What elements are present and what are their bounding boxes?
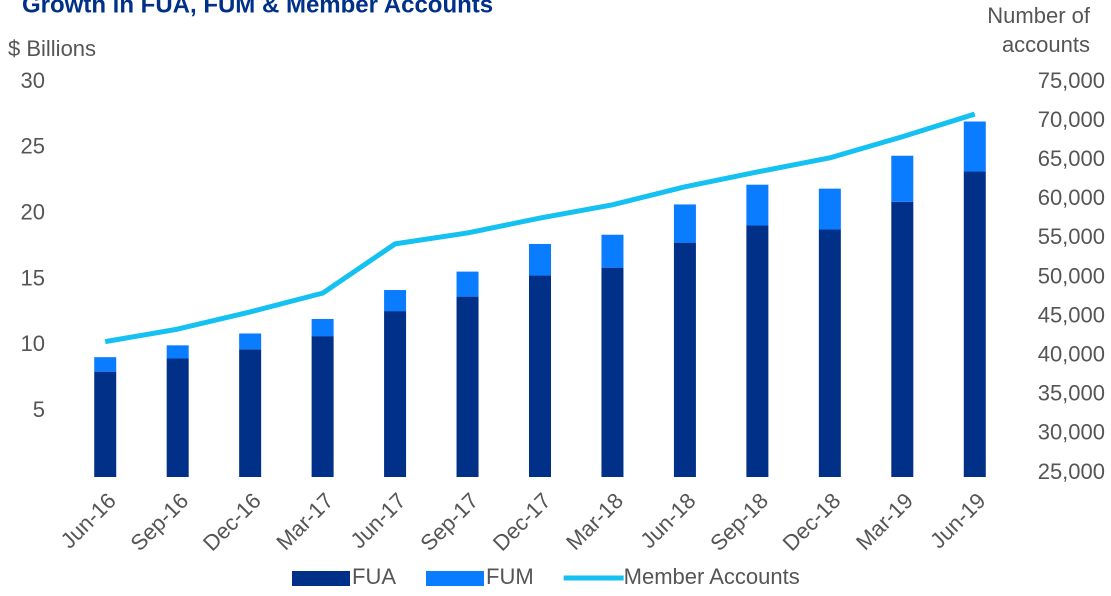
y2-tick-label: 65,000 [1038, 146, 1105, 171]
y2-tick-label: 40,000 [1038, 342, 1105, 367]
y2-tick-label: 70,000 [1038, 107, 1105, 132]
bar-segment [963, 121, 986, 172]
bar-segment [746, 184, 769, 226]
y2-tick-label: 35,000 [1038, 381, 1105, 406]
bar-segment [384, 311, 407, 477]
x-tick-label: Dec-17 [488, 488, 556, 556]
bar-segment [529, 275, 551, 477]
x-tick-label: Mar-19 [851, 488, 918, 555]
y-tick-label: 25 [21, 134, 45, 159]
line [104, 111, 976, 345]
x-tick-label: Mar-18 [561, 488, 628, 555]
x-tick-label: Jun-19 [925, 488, 990, 553]
y2-tick-label: 25,000 [1038, 459, 1105, 484]
legend-label: Member Accounts [624, 564, 800, 589]
x-tick-label: Jun-18 [635, 488, 700, 553]
x-tick-label: Dec-16 [198, 488, 266, 556]
y-tick-label: 15 [21, 265, 45, 290]
x-tick-label: Jun-16 [56, 488, 121, 553]
y-tick-label: 10 [21, 331, 45, 356]
chart-title: Growth in FUA, FUM & Member Accounts [22, 0, 493, 18]
y-tick-label: 20 [21, 199, 45, 224]
bar-segment [673, 242, 696, 477]
y2-axis-label: accounts [1002, 32, 1090, 57]
bar-segment [94, 357, 117, 372]
legend-label: FUA [352, 564, 396, 589]
bar-segment [891, 201, 914, 478]
bar-segment [601, 234, 624, 268]
bar-segment [166, 358, 189, 477]
bar-segment [384, 290, 407, 312]
x-tick-label: Jun-17 [345, 488, 410, 553]
bar-segment [529, 243, 551, 276]
bar-segment [311, 319, 334, 337]
bar-segment [166, 345, 189, 359]
y2-axis-label: Number of [987, 3, 1091, 28]
x-tick-label: Mar-17 [271, 488, 338, 555]
y-tick-label: 5 [33, 397, 45, 422]
legend-swatch [426, 571, 484, 586]
y2-tick-label: 50,000 [1038, 263, 1105, 288]
bar-segment [601, 267, 624, 477]
y-axis-label: $ Billions [8, 36, 96, 61]
y2-tick-label: 75,000 [1038, 68, 1105, 93]
y2-tick-label: 60,000 [1038, 185, 1105, 210]
legend-label: FUM [486, 564, 534, 589]
y2-tick-label: 55,000 [1038, 224, 1105, 249]
bar-segment [673, 204, 696, 243]
bar-segment [94, 371, 117, 477]
bar-segment [818, 229, 841, 477]
bar-segment [311, 336, 334, 477]
x-tick-label: Sep-17 [415, 488, 483, 556]
bar-segment [963, 171, 986, 478]
bar-segment [456, 296, 479, 477]
x-tick-label: Sep-16 [125, 488, 193, 556]
x-tick-label: Sep-18 [705, 488, 773, 556]
bar-segment [818, 188, 841, 230]
bar-segment [239, 333, 262, 350]
bar-segment [891, 155, 914, 202]
bar-segment [456, 271, 479, 297]
legend-swatch [292, 571, 350, 586]
x-tick-label: Dec-18 [778, 488, 846, 556]
y2-tick-label: 45,000 [1038, 302, 1105, 327]
y-tick-label: 30 [21, 68, 45, 93]
y2-tick-label: 30,000 [1038, 420, 1105, 445]
bar-segment [746, 225, 769, 477]
bar-segment [239, 349, 262, 477]
